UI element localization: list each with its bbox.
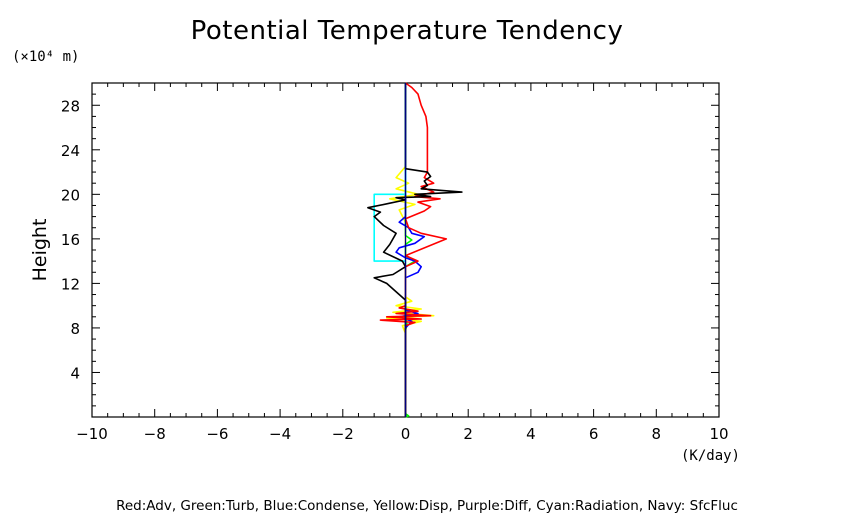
series-lines bbox=[367, 82, 463, 418]
y-tick-label: 16 bbox=[61, 231, 80, 249]
y-tick-label: 20 bbox=[61, 186, 80, 204]
y-tick-label: 24 bbox=[61, 142, 80, 160]
x-tick-label: 2 bbox=[463, 425, 473, 443]
y-tick-label: 28 bbox=[61, 97, 80, 115]
x-tick-label: 0 bbox=[401, 425, 411, 443]
y-tick-label: 8 bbox=[70, 320, 80, 338]
x-tick-label: −4 bbox=[269, 425, 291, 443]
series-line bbox=[379, 82, 448, 417]
series-line bbox=[404, 83, 416, 418]
y-tick-label: 4 bbox=[70, 364, 80, 382]
x-axis-label: (K/day) bbox=[681, 448, 740, 464]
chart-title: Potential Temperature Tendency bbox=[191, 16, 624, 46]
x-tick-label: 4 bbox=[526, 425, 536, 443]
x-tick-label: −10 bbox=[76, 425, 108, 443]
y-axis-label: Height bbox=[29, 219, 51, 282]
x-tick-label: −2 bbox=[332, 425, 354, 443]
y-unit-label: (×10⁴ m) bbox=[12, 49, 79, 65]
x-tick-label: 8 bbox=[652, 425, 662, 443]
axis-ticks bbox=[91, 83, 720, 417]
x-tick-label: 10 bbox=[709, 425, 728, 443]
series-line bbox=[373, 83, 407, 417]
series-line bbox=[367, 83, 463, 417]
y-tick-label: 12 bbox=[61, 275, 80, 293]
x-tick-label: 6 bbox=[589, 425, 599, 443]
x-tick-label: −8 bbox=[144, 425, 166, 443]
legend-caption: Red:Adv, Green:Turb, Blue:Condense, Yell… bbox=[116, 498, 738, 514]
x-tick-label: −6 bbox=[206, 425, 228, 443]
